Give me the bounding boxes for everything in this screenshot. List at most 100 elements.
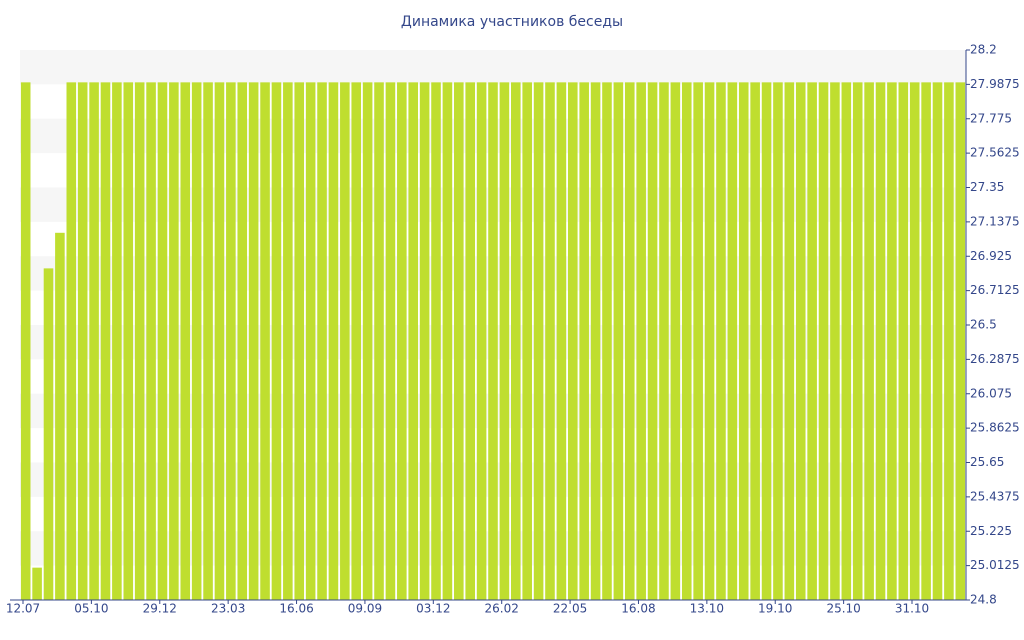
- bar: [590, 82, 601, 600]
- x-tick-label: 23.03: [211, 602, 245, 616]
- bar: [533, 82, 544, 600]
- bar: [374, 82, 384, 600]
- bar: [134, 82, 145, 600]
- x-tick-label: 31.10: [895, 602, 929, 616]
- bar: [203, 82, 213, 600]
- bar: [351, 82, 362, 600]
- bar: [488, 82, 498, 600]
- bar: [271, 82, 282, 600]
- bar: [146, 82, 156, 600]
- bar: [602, 82, 612, 600]
- x-tick-label: 19.10: [758, 602, 792, 616]
- bars: [20, 82, 966, 600]
- x-tick-label: 03.12: [416, 602, 450, 616]
- bar: [283, 82, 293, 600]
- bar: [408, 82, 419, 600]
- bar: [248, 82, 259, 600]
- bar: [795, 82, 806, 600]
- x-tick-label: 09.09: [348, 602, 382, 616]
- x-tick-label: 29.12: [143, 602, 177, 616]
- bar: [385, 82, 396, 600]
- bar: [613, 82, 624, 600]
- x-tick-label: 13.10: [690, 602, 724, 616]
- bar: [579, 82, 589, 600]
- bar: [944, 82, 954, 600]
- x-tick-label: 12.07: [6, 602, 40, 616]
- x-tick-label: 25.10: [826, 602, 860, 616]
- chart-title: Динамика участников беседы: [401, 14, 623, 30]
- bar: [260, 82, 270, 600]
- y-tick-label: 28.2: [970, 43, 997, 57]
- bar: [784, 82, 795, 600]
- bar: [830, 82, 840, 600]
- bar: [317, 82, 327, 600]
- y-tick-label: 25.65: [970, 455, 1004, 469]
- y-tick-label: 27.5625: [970, 146, 1020, 160]
- bar: [716, 82, 726, 600]
- bar: [545, 82, 555, 600]
- bar: [431, 82, 441, 600]
- bar: [887, 82, 897, 600]
- bar: [567, 82, 578, 600]
- bar: [214, 82, 225, 600]
- x-tick-label: 05.10: [74, 602, 108, 616]
- x-tick-label: 22.05: [553, 602, 587, 616]
- x-tick-label: 26.02: [485, 602, 519, 616]
- bar: [556, 82, 567, 600]
- bar: [761, 82, 772, 600]
- bar: [305, 82, 316, 600]
- bar: [157, 82, 168, 600]
- bar: [43, 268, 54, 600]
- y-tick-label: 25.8625: [970, 421, 1020, 435]
- bar: [750, 82, 760, 600]
- y-tick-label: 25.225: [970, 524, 1012, 538]
- bar: [328, 82, 339, 600]
- grid-stripe: [20, 50, 966, 85]
- bar: [499, 82, 510, 600]
- y-tick-label: 27.1375: [970, 214, 1020, 228]
- y-tick-label: 27.35: [970, 180, 1004, 194]
- y-tick-label: 27.9875: [970, 77, 1020, 91]
- bar: [932, 82, 943, 600]
- bar: [476, 82, 487, 600]
- bar: [465, 82, 475, 600]
- bar: [20, 82, 31, 600]
- bar: [909, 82, 920, 600]
- bar: [807, 82, 817, 600]
- bar: [955, 82, 966, 600]
- bar: [419, 82, 430, 600]
- bar: [180, 82, 191, 600]
- bar: [727, 82, 738, 600]
- bar: [841, 82, 852, 600]
- bar: [112, 82, 122, 600]
- bar: [226, 82, 236, 600]
- bar: [66, 82, 77, 600]
- bar: [693, 82, 703, 600]
- bar: [454, 82, 464, 600]
- bar: [77, 82, 88, 600]
- y-tick-label: 24.8: [970, 593, 997, 607]
- bar: [191, 82, 202, 600]
- bar: [237, 82, 248, 600]
- bar: [340, 82, 350, 600]
- bar: [738, 82, 749, 600]
- y-tick-label: 26.925: [970, 249, 1012, 263]
- x-tick-label: 16.06: [279, 602, 313, 616]
- bar: [659, 82, 669, 600]
- axes: 24.8 25.0125 25.225 25.4375 25.65 25.8625 26.0…: [6, 43, 1020, 616]
- bar: [624, 82, 635, 600]
- bar: [921, 82, 931, 600]
- bar: [169, 82, 179, 600]
- bar: [522, 82, 532, 600]
- bar: [55, 232, 65, 600]
- bar: [442, 82, 453, 600]
- bar: [864, 82, 874, 600]
- y-tick-label: 25.4375: [970, 489, 1020, 503]
- bar: [397, 82, 407, 600]
- y-tick-label: 25.0125: [970, 558, 1020, 572]
- bar: [852, 82, 863, 600]
- y-tick-label: 27.775: [970, 111, 1012, 125]
- bar: [818, 82, 829, 600]
